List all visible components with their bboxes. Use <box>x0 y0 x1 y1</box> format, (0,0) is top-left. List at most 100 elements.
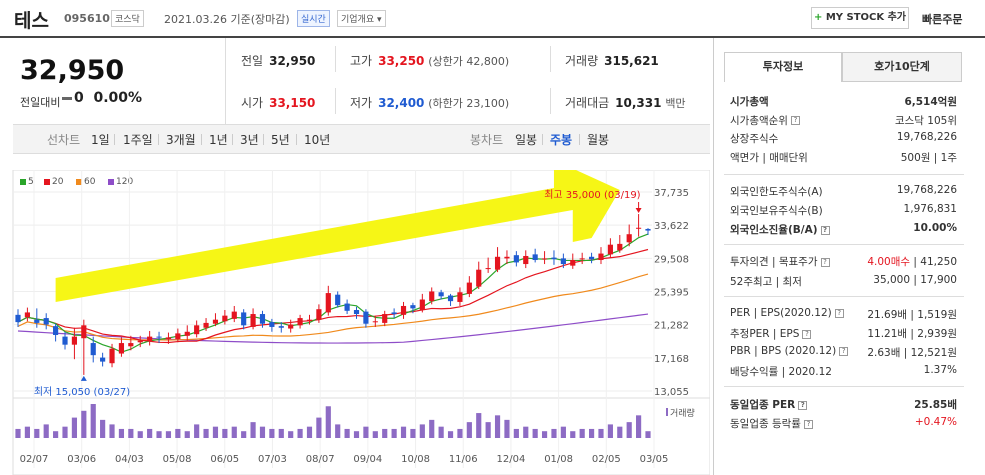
volume-bar <box>53 431 59 438</box>
volume-bar <box>626 422 632 438</box>
tab-investment-info[interactable]: 투자정보 <box>724 52 842 82</box>
market-tag: 코스닥 <box>111 10 144 27</box>
tab-10year[interactable]: 10년 <box>304 133 331 147</box>
divider <box>724 386 964 387</box>
x-tick-label: 07/03 <box>258 454 287 465</box>
add-mystock-button[interactable]: + MY STOCK 추가 <box>811 7 909 29</box>
volume-bar <box>382 428 388 438</box>
candle-body <box>175 333 181 340</box>
realtime-tag[interactable]: 실시간 <box>297 10 330 27</box>
tab-1year[interactable]: 1년 <box>209 133 228 147</box>
summary-high: 고가 33,250 (상한가 42,800) <box>350 54 510 68</box>
divider <box>296 134 297 145</box>
candle-body <box>588 256 595 260</box>
volume-bar <box>62 426 68 438</box>
legend-ma5: 5 <box>20 177 34 187</box>
row2-0-label: 외국인한도주식수(A) <box>730 186 823 198</box>
row2-2-label: 외국인소진율(B/A)? <box>730 222 830 237</box>
date-text: 2021.03.26 기준(장마감) <box>164 13 290 26</box>
header-divider <box>0 36 985 38</box>
volume-bar <box>222 428 228 438</box>
help-icon[interactable]: ? <box>820 257 830 267</box>
candle-body <box>259 314 266 324</box>
tab-monthly[interactable]: 월봉 <box>587 133 610 147</box>
candle-body <box>617 243 623 251</box>
legend-ma20: 20 <box>44 177 63 187</box>
volume-bar <box>598 428 604 438</box>
x-tick-label: 03/05 <box>640 454 669 465</box>
help-icon[interactable]: ? <box>798 400 808 410</box>
candle-body <box>344 303 350 311</box>
volume-bar <box>476 413 482 438</box>
quick-order-button[interactable]: 빠른주문 <box>922 13 963 26</box>
high-annotation-arrowhead <box>635 208 642 214</box>
tab-3year[interactable]: 3년 <box>240 133 259 147</box>
company-overview-dropdown[interactable]: 기업개요 ▾ <box>337 10 386 27</box>
x-tick-label: 06/05 <box>210 454 239 465</box>
volume-bar <box>184 431 190 438</box>
help-icon[interactable]: ? <box>803 419 813 429</box>
price-chart[interactable]: 37,735 33,622 29,508 25,395 21,282 17,168 13,0… <box>0 170 710 475</box>
y-tick-label: 33,622 <box>654 221 689 232</box>
sector-rate-label: 동일업종 등락률? <box>730 416 813 431</box>
candle-body <box>457 292 463 302</box>
help-icon[interactable]: ? <box>820 225 830 235</box>
tab-daily[interactable]: 일봉 <box>515 133 538 147</box>
help-icon[interactable]: ? <box>802 329 812 339</box>
x-tick-label: 02/05 <box>592 454 621 465</box>
x-tick-label: 09/04 <box>353 454 382 465</box>
high-annotation: 최고 35,000 (03/19) <box>544 189 640 201</box>
row1-3-label: 액면가 | 매매단위 <box>730 151 808 164</box>
tab-3month[interactable]: 3개월 <box>166 133 196 147</box>
candle-body <box>71 336 78 345</box>
row2-1-label: 외국인보유주식수(B) <box>730 205 823 217</box>
candle-body <box>137 340 143 343</box>
candle-body <box>570 260 576 266</box>
help-icon[interactable]: ? <box>834 308 844 318</box>
tab-5year[interactable]: 5년 <box>271 133 290 147</box>
volume-bar <box>494 415 501 438</box>
summary-amount: 거래대금 10,331 백만 <box>565 96 686 110</box>
row1-0-label: 시가총액 <box>730 96 769 108</box>
divider <box>579 134 580 145</box>
volume-bar <box>165 431 172 438</box>
volume-bar <box>203 428 209 438</box>
week52-label: 52주최고 | 최저 <box>730 276 802 288</box>
candle-body <box>523 255 529 265</box>
volume-label: 거래량 <box>670 407 695 419</box>
volume-bar <box>71 417 78 438</box>
divider <box>550 46 551 72</box>
candle-body <box>410 305 416 309</box>
volume-bar <box>645 431 651 438</box>
divider <box>724 244 964 245</box>
candle-body <box>353 310 360 315</box>
row4-1-value: 11.21배 | 2,939원 <box>867 328 957 340</box>
week52-value: 35,000 | 17,900 <box>873 274 957 286</box>
tab-weekly[interactable]: 주봉 <box>550 133 573 147</box>
volume-bar <box>513 428 519 438</box>
candle-body <box>34 319 40 323</box>
x-tick-label: 02/07 <box>20 454 49 465</box>
tab-orderbook[interactable]: 호가10단계 <box>842 52 962 82</box>
chevron-down-icon: ▾ <box>377 15 382 25</box>
help-icon[interactable]: ? <box>839 346 849 356</box>
change-value: 0 0.00% <box>62 90 142 106</box>
candle-body <box>372 321 378 323</box>
help-icon[interactable]: ? <box>790 116 800 125</box>
divider <box>201 134 202 145</box>
tab-1week[interactable]: 1주일 <box>123 133 153 147</box>
volume-bar <box>419 424 425 438</box>
candle-body <box>43 318 49 325</box>
volume-bar <box>306 426 313 438</box>
volume-bar <box>128 428 134 438</box>
stock-code: 095610 <box>64 12 110 25</box>
row1-1-label: 시가총액순위? <box>730 113 800 128</box>
candle-body <box>278 326 284 328</box>
volume-bar <box>335 424 341 438</box>
candle-body <box>203 322 209 328</box>
tab-1day[interactable]: 1일 <box>91 133 110 147</box>
volume-bar <box>523 426 529 438</box>
candle-body <box>504 256 510 259</box>
candle-body <box>90 343 96 356</box>
low-annotation-arrowhead <box>80 375 87 381</box>
